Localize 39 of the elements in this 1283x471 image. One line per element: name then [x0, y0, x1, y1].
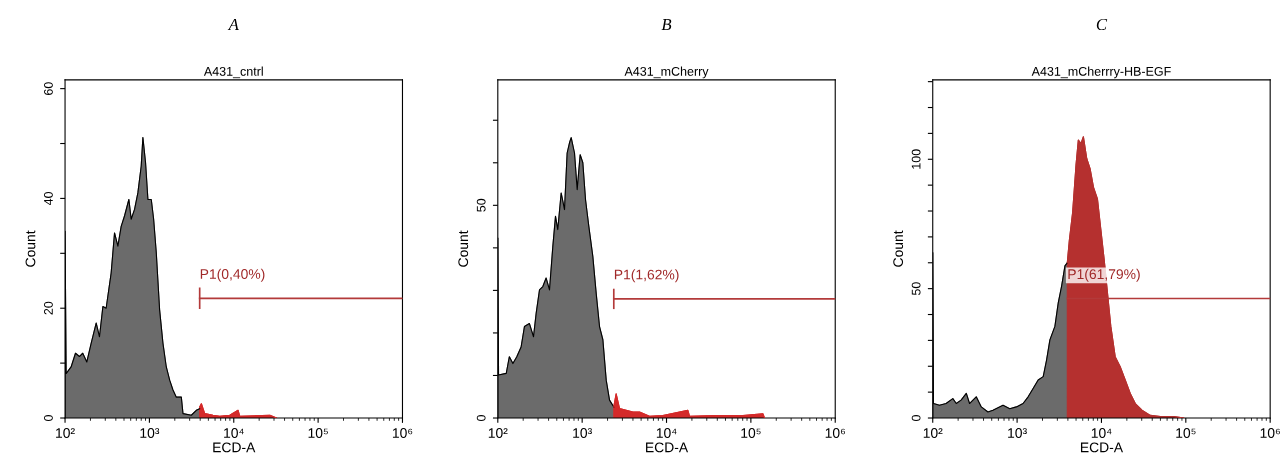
y-tick-label: 0 [911, 415, 921, 421]
y-tick-label: 50 [911, 282, 921, 296]
y-tick-label: 100 [911, 149, 921, 169]
x-axis-title: ECD-A [1080, 442, 1124, 453]
annotation: P1(61,79%) [1068, 268, 1140, 282]
y-tick-label: 40 [44, 191, 53, 206]
x-axis-title: ECD-A [213, 442, 256, 453]
y-tick-label: 50 [476, 198, 486, 212]
x-tick-label: 10⁵ [308, 428, 328, 438]
annotation: P1(1,62%) [614, 269, 679, 283]
chart-title: A [227, 18, 239, 30]
x-tick-label: 10⁴ [656, 428, 677, 438]
x-tick-label: 10⁶ [825, 428, 845, 438]
x-tick-label: 10⁵ [741, 428, 761, 438]
x-tick-label: 10⁶ [1260, 428, 1280, 438]
y-tick-label: 0 [44, 415, 53, 421]
y-axis-title: Count [25, 230, 36, 267]
chart-subtitle: A431_mCherry [624, 66, 709, 79]
y-tick-label: 0 [476, 415, 486, 421]
x-tick-label: 10² [56, 428, 75, 438]
x-axis-title: ECD-A [646, 442, 689, 453]
x-tick-label: 10⁴ [224, 428, 244, 438]
y-tick-label: 20 [44, 301, 53, 315]
chart-subtitle: A431_cntrl [203, 66, 263, 79]
chart-subtitle: A431_mCherrry-HB-EGF [1031, 66, 1171, 79]
x-tick-label: 10³ [573, 428, 592, 438]
y-axis-title: Count [893, 230, 904, 267]
x-tick-label: 10³ [1008, 428, 1027, 438]
chart-title: B [661, 19, 672, 30]
x-tick-label: 10² [923, 428, 943, 438]
x-tick-label: 10² [488, 428, 508, 438]
annotation: P1(0,40%) [200, 268, 265, 282]
x-tick-label: 10³ [140, 428, 160, 438]
y-axis-title: Count [458, 230, 469, 267]
x-tick-label: 10⁶ [392, 428, 413, 438]
y-tick-label: 60 [44, 82, 53, 95]
x-tick-label: 10⁵ [1176, 428, 1196, 438]
chart-title: C [1096, 18, 1108, 31]
x-tick-label: 10⁴ [1091, 428, 1112, 438]
